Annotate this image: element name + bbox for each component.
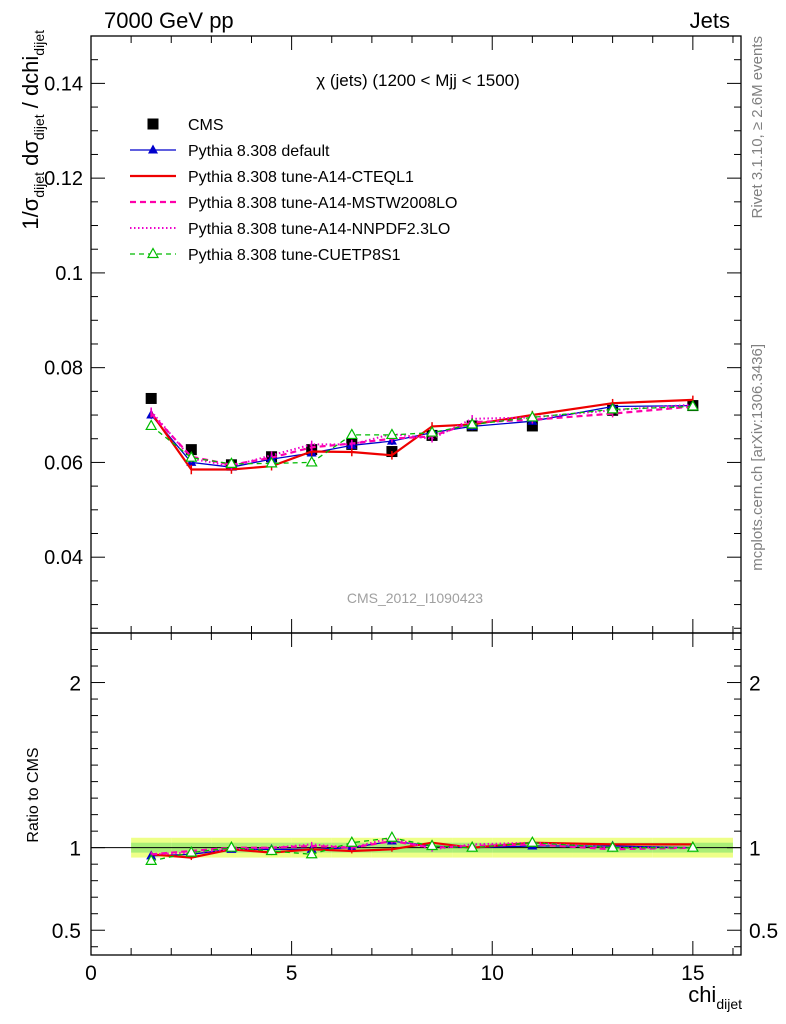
ratio-y-tick-label-right: 1 [749, 838, 761, 861]
ratio-y-tick-label-left: 1 [69, 838, 81, 861]
ratio-line [151, 837, 693, 862]
series-line [150, 398, 693, 471]
data-point [466, 417, 479, 429]
legend-label: Pythia 8.308 tune-A14-MSTW2008LO [188, 195, 457, 212]
main-series-layer [145, 392, 699, 475]
data-point [185, 444, 197, 456]
header-right: Jets [690, 8, 730, 33]
header-left: 7000 GeV pp [104, 8, 234, 33]
y-tick-label: 0.04 [44, 547, 83, 569]
rivet-version: Rivet 3.1.10, ≥ 2.6M events [749, 36, 766, 219]
ratio-series-cuetp [145, 831, 699, 865]
data-point [385, 428, 398, 440]
ratio-point [145, 854, 158, 865]
legend-label: Pythia 8.308 tune-A14-CTEQL1 [188, 169, 414, 186]
ratio-y-axis-label: Ratio to CMS [25, 747, 42, 842]
legend-entry-data: CMS [147, 117, 224, 134]
main-y-axis-label: 1/σdijet dσdijet / dchidijet [18, 30, 47, 230]
legend-label: Pythia 8.308 tune-CUETP8S1 [188, 247, 401, 264]
data-point [265, 456, 278, 468]
ratio-point [345, 835, 358, 847]
legend-label: Pythia 8.308 tune-A14-NNPDF2.3LO [188, 221, 450, 238]
ratio-y-tick-label-right: 2 [749, 673, 761, 696]
legend: CMS Pythia 8.308 default Pythia 8.308 tune… [130, 117, 457, 264]
x-tick-label: 5 [286, 962, 298, 985]
legend-entry-nnpdf: Pythia 8.308 tune-A14-NNPDF2.3LO [130, 221, 450, 238]
legend-entry-default: Pythia 8.308 default [130, 143, 330, 160]
legend-marker [148, 144, 158, 154]
data-point [185, 450, 198, 462]
ratio-y-tick-label-left: 0.5 [52, 920, 81, 943]
legend-label: CMS [188, 117, 224, 134]
ratio-point [526, 835, 539, 847]
data-point [225, 457, 238, 468]
ratio-y-tick-label-right: 0.5 [749, 920, 778, 943]
legend-entry-cteq: Pythia 8.308 tune-A14-CTEQL1 [130, 169, 414, 186]
legend-entry-mstw: Pythia 8.308 tune-A14-MSTW2008LO [130, 195, 457, 212]
series-cuetp [145, 399, 699, 468]
legend-marker [146, 247, 160, 259]
ratio-point [686, 840, 699, 852]
y-tick-label: 0.06 [44, 452, 83, 474]
data-point [686, 399, 699, 411]
y-tick-label: 0.08 [44, 358, 83, 380]
ratio-y-tick-label-left: 2 [69, 673, 81, 696]
legend-label: Pythia 8.308 default [188, 143, 330, 160]
ratio-point [225, 840, 238, 852]
axes-layer: 0.04 0.06 0.08 0.1 0.12 0.14 0.5 0.5 1 1 2 2 0 5 10 15 [44, 35, 778, 985]
ratio-point [606, 840, 619, 852]
data-point [526, 420, 538, 432]
data-point [305, 455, 318, 467]
data-point [606, 402, 619, 414]
plot-title: χ (jets) (1200 < Mjj < 1500) [316, 71, 520, 90]
ratio-series-layer [145, 831, 699, 865]
data-point [345, 428, 358, 440]
ratio-point [466, 840, 479, 852]
ratio-point [305, 847, 318, 859]
x-tick-label: 10 [481, 962, 504, 985]
y-tick-label: 0.12 [44, 168, 83, 190]
ratio-point [185, 845, 198, 857]
series-data [145, 392, 699, 471]
analysis-id: CMS_2012_I1090423 [347, 590, 483, 606]
x-tick-label: 0 [85, 962, 97, 985]
series-line [150, 405, 693, 465]
y-tick-label: 0.14 [44, 73, 83, 95]
data-point [526, 410, 539, 422]
ratio-point [385, 831, 398, 842]
y-tick-label: 0.1 [55, 263, 83, 285]
data-point [145, 392, 157, 404]
x-tick-label: 15 [681, 962, 704, 985]
series-line [150, 404, 693, 468]
data-point [426, 425, 439, 437]
series-line [150, 403, 693, 468]
legend-entry-cuetp: Pythia 8.308 tune-CUETP8S1 [130, 247, 401, 264]
data-point [145, 419, 158, 431]
ratio-frame [90, 632, 742, 956]
legend-marker [147, 118, 159, 130]
x-axis-label: chidijet [688, 982, 742, 1012]
ratio-point [426, 839, 439, 851]
ratio-point [265, 844, 278, 856]
mcplots-url: mcplots.cern.ch [arXiv:1306.3436] [749, 344, 766, 571]
